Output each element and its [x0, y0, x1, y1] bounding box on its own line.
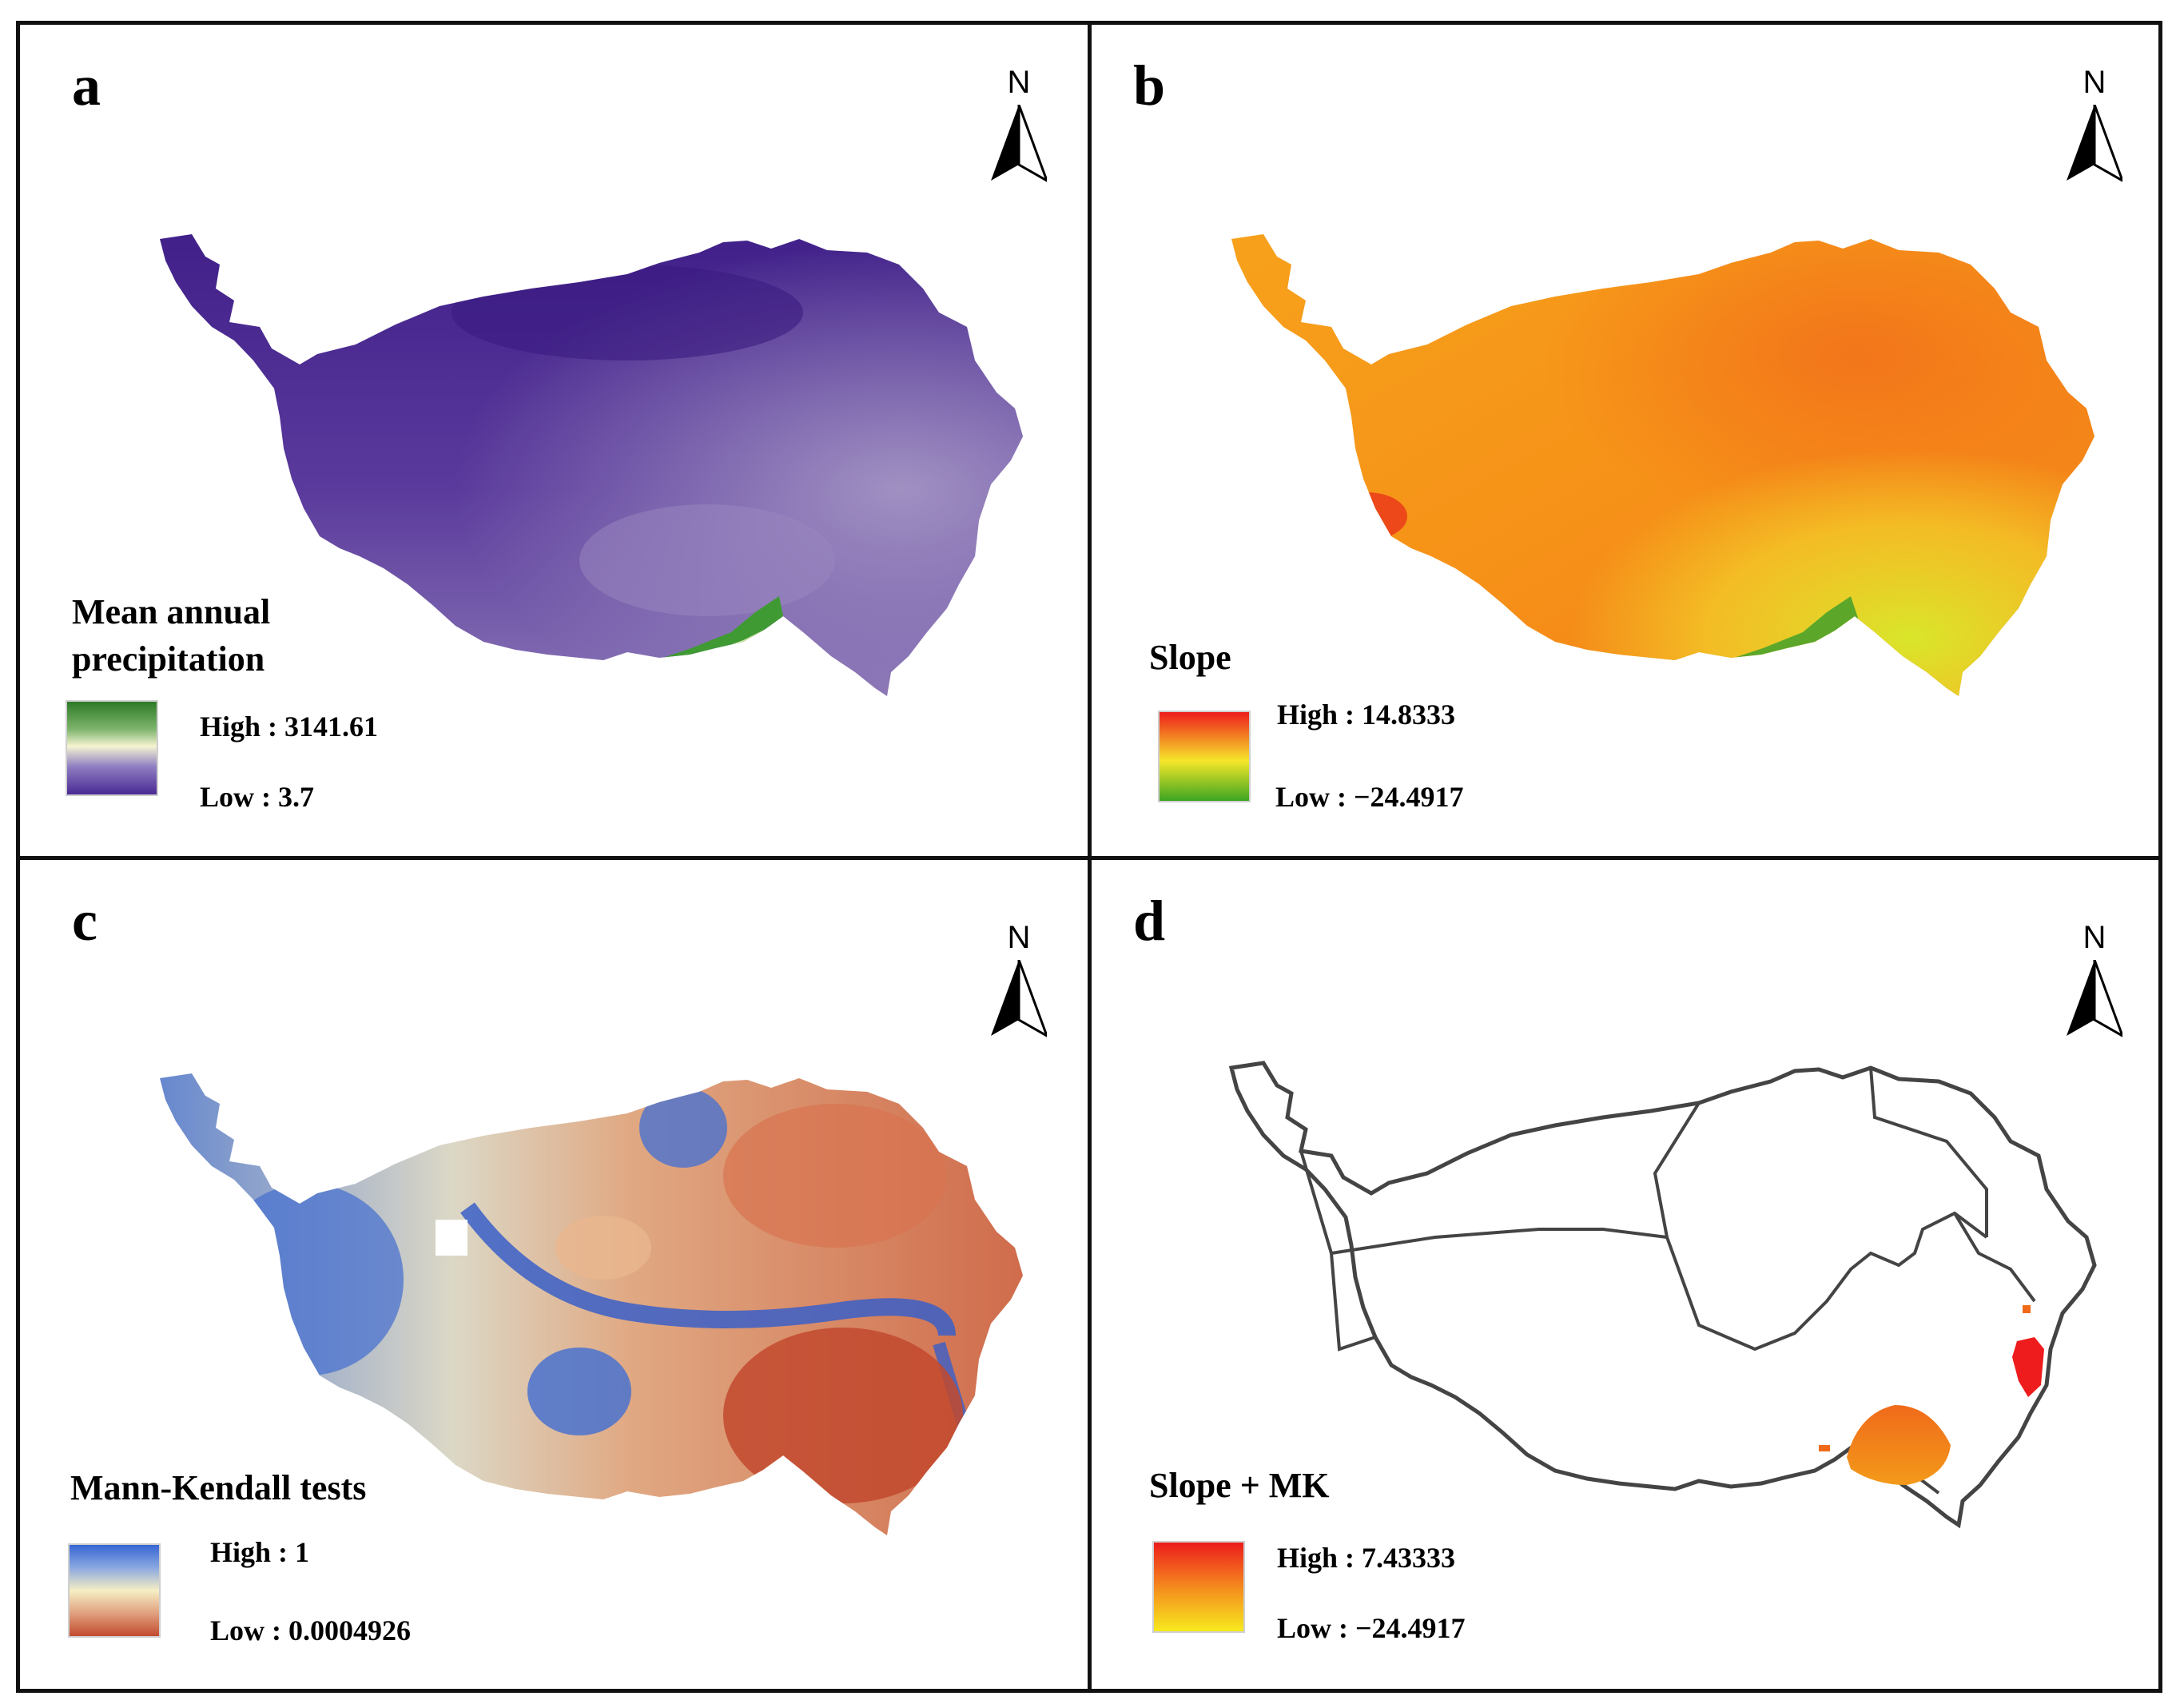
legend-color-ramp [68, 1543, 161, 1638]
panel-label: a [72, 54, 101, 117]
panel-label: d [1133, 889, 1166, 953]
legend-high-value: High : 7.43333 [1277, 1542, 1456, 1574]
north-arrow-icon [991, 105, 1047, 182]
legend-title: Mean annual precipitation [72, 592, 271, 679]
legend-title: Mann-Kendall tests [70, 1468, 367, 1507]
legend-high-value: High : 1 [210, 1536, 310, 1568]
panel-d: d N Slope + MK High : 7.43333 Low : −24.… [1092, 860, 2158, 1689]
legend-color-ramp [66, 700, 158, 796]
precipitation-map [160, 234, 1023, 696]
north-letter: N [2083, 65, 2106, 100]
legend-high-value: High : 14.8333 [1277, 699, 1456, 731]
mann-kendall-map [160, 1073, 1023, 1535]
legend-color-ramp [1158, 711, 1251, 802]
slope-mk-map [1228, 1061, 2097, 1529]
panel-a: a N Mean annual precipitation High : 314… [20, 25, 1088, 856]
panel-b: b N Slope High : 14.8333 Low : −24.4917 [1092, 25, 2158, 856]
legend-low-value: Low : 3.7 [200, 781, 314, 813]
legend-title: Slope [1149, 638, 1231, 677]
panel-label: b [1133, 54, 1166, 117]
north-letter: N [2083, 920, 2106, 955]
north-arrow: N [983, 65, 1055, 201]
legend-title: Slope + MK [1149, 1466, 1330, 1505]
north-arrow: N [2059, 65, 2130, 201]
slope-map [1231, 234, 2094, 696]
panel-label: c [72, 889, 97, 953]
legend-low-value: Low : −24.4917 [1275, 781, 1464, 813]
north-letter: N [1007, 65, 1031, 100]
legend-low-value: Low : 0.0004926 [210, 1614, 411, 1646]
north-arrow: N [983, 920, 1055, 1056]
panel-c: c N Mann-Kendall tests High : 1 Low : 0.… [20, 860, 1088, 1689]
legend-color-ramp [1152, 1541, 1245, 1633]
north-letter: N [1007, 920, 1031, 955]
north-arrow-icon [2067, 960, 2122, 1037]
north-arrow-icon [2067, 105, 2122, 182]
panel-divider-horizontal [16, 856, 2162, 860]
north-arrow: N [2059, 920, 2130, 1056]
legend-high-value: High : 3141.61 [200, 711, 379, 743]
north-arrow-icon [991, 960, 1047, 1037]
legend-low-value: Low : −24.4917 [1277, 1612, 1466, 1644]
